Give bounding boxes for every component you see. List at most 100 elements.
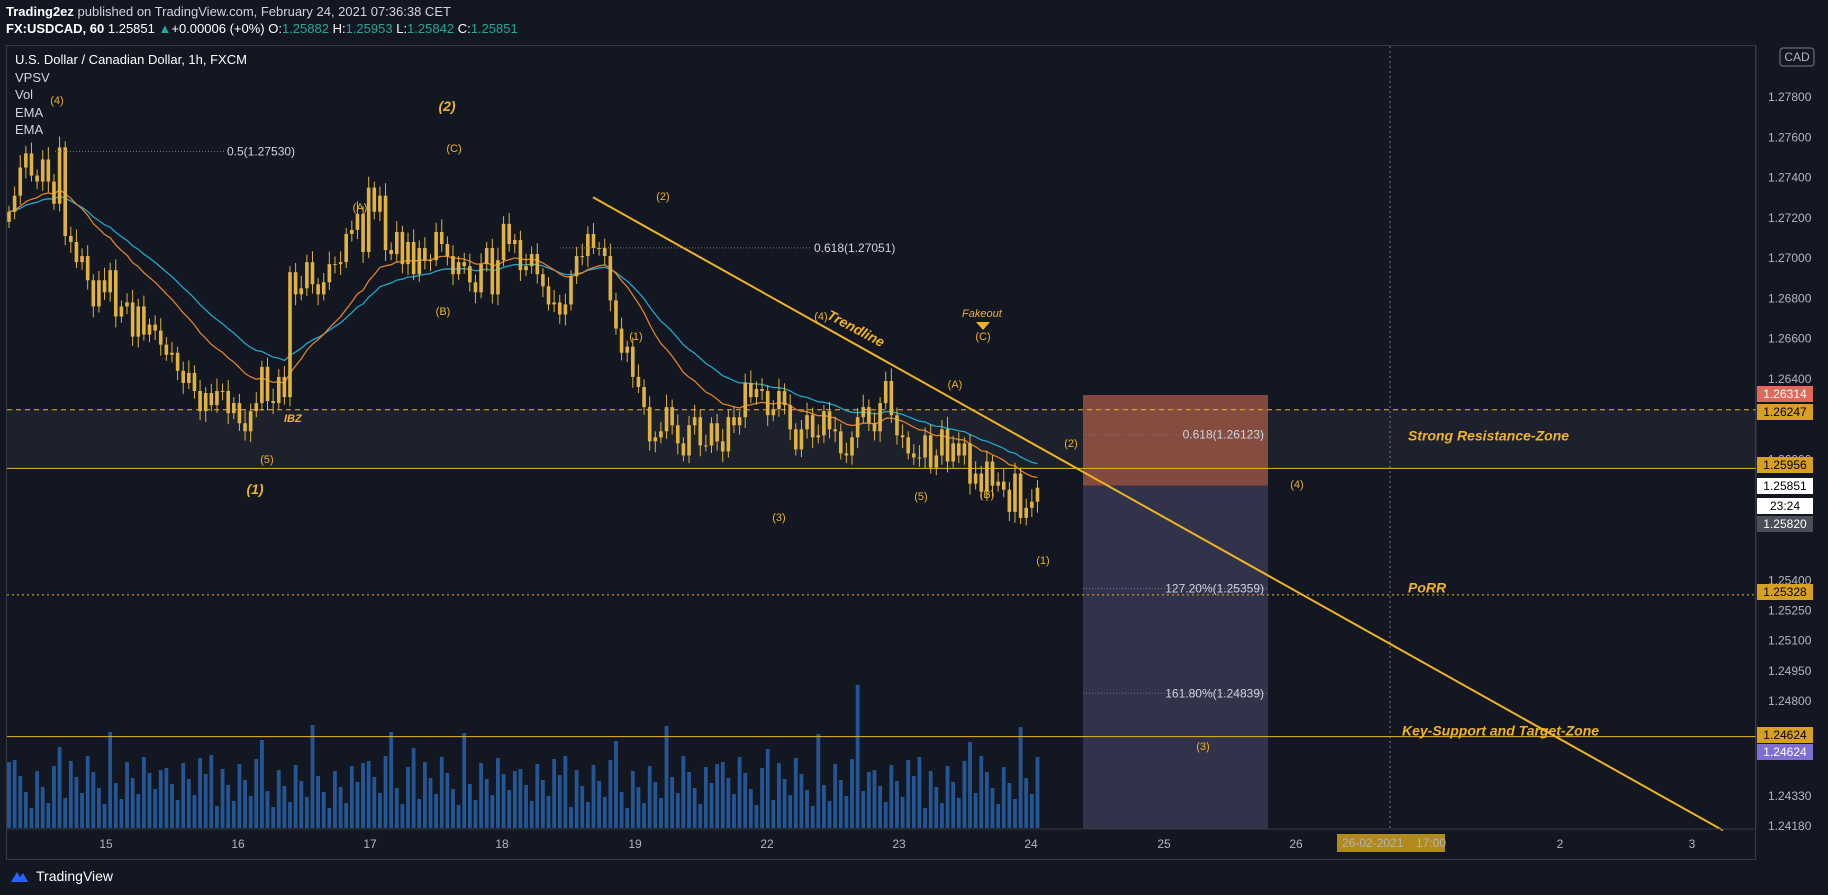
candle-body: [945, 429, 950, 462]
candle-body: [777, 391, 781, 410]
volume-bar: [7, 762, 11, 828]
candle-body: [439, 231, 444, 245]
price-tag-gold-text: 1.25328: [1763, 585, 1807, 599]
price-tag-purple-text: 1.24624: [1763, 745, 1807, 759]
wave-label: (5): [260, 454, 273, 466]
volume-bar: [439, 757, 444, 828]
y-tick: 1.25100: [1768, 634, 1812, 648]
candle-body: [355, 213, 360, 230]
volume-bar: [209, 755, 214, 828]
candle-body: [136, 306, 141, 337]
volume-bar: [883, 802, 888, 828]
price-chart[interactable]: 0.5(1.27530) 0.618(1.27051) 0.618(1.26123)…: [0, 0, 1828, 860]
y-tick: 1.27200: [1768, 211, 1812, 225]
candle-body: [816, 435, 821, 438]
volume-bar: [850, 759, 854, 828]
candle-body: [867, 407, 871, 424]
legend-indicator-vpsv[interactable]: VPSV: [15, 69, 50, 85]
candle-body: [130, 302, 135, 337]
volume-bar: [400, 804, 405, 828]
wave-label: (4): [1290, 479, 1303, 491]
volume-bar: [186, 779, 191, 828]
legend-indicator-vol[interactable]: Vol: [15, 87, 34, 102]
candle-body: [389, 250, 393, 255]
currency-label: CAD: [1784, 50, 1810, 64]
candle-body: [810, 415, 815, 438]
candle-body: [574, 256, 579, 277]
candle-body: [653, 437, 658, 442]
volume-bar: [141, 757, 146, 828]
candle-body: [698, 417, 703, 446]
candle-body: [310, 262, 315, 285]
high-value: 1.25953: [345, 21, 393, 36]
volume-bar: [720, 762, 725, 828]
volume-bar: [490, 795, 495, 828]
candle-body: [153, 324, 157, 331]
candle-body: [203, 393, 208, 412]
volume-bar: [456, 805, 461, 828]
crosshair-date: 26-02-2021: [1342, 836, 1404, 850]
candle-body: [586, 233, 590, 257]
volume-bar: [703, 767, 708, 828]
volume-bar: [979, 756, 984, 828]
price-tag-countdown: [1757, 498, 1813, 514]
volume-bar: [670, 777, 675, 828]
price-tag-purple: [1757, 744, 1813, 760]
candle-body: [743, 382, 748, 418]
candle-body: [704, 445, 708, 447]
candle-body: [423, 248, 427, 261]
ibz-label: IBZ: [284, 413, 303, 425]
volume-bar: [614, 741, 618, 828]
candle-body: [940, 429, 944, 456]
candle-body: [170, 352, 174, 355]
candle-body: [619, 328, 624, 353]
currency-badge: [1779, 47, 1815, 67]
candle-body: [445, 244, 450, 257]
wave-label: (2): [656, 191, 669, 203]
candle-body: [85, 256, 90, 281]
x-tick: 23: [892, 837, 906, 851]
candle-body: [394, 231, 399, 255]
volume-bar: [906, 760, 911, 828]
volume-bar: [1013, 799, 1017, 828]
publisher-name[interactable]: Trading2ez: [6, 4, 74, 19]
price-tag-gold-text: 1.24624: [1763, 728, 1807, 742]
volume-bar: [260, 740, 264, 828]
volume-bar: [35, 771, 39, 828]
volume-bar: [844, 796, 849, 828]
symbol-label[interactable]: FX:USDCAD, 60: [6, 21, 105, 36]
candle-body: [552, 302, 556, 305]
y-tick: 1.26800: [1768, 291, 1812, 305]
volume-bar: [541, 780, 545, 828]
legend-indicator-ema-2[interactable]: EMA: [15, 122, 44, 137]
candle-body: [305, 262, 309, 289]
legend-indicator-ema-1[interactable]: EMA: [15, 104, 44, 120]
tradingview-logo[interactable]: TradingView: [8, 868, 113, 884]
candle-body: [108, 270, 112, 293]
brand-label: TradingView: [36, 868, 114, 884]
candle-body: [951, 443, 955, 462]
candle-body: [29, 153, 34, 176]
candle-body: [883, 380, 888, 404]
volume-bar: [231, 801, 236, 828]
volume-bar: [170, 784, 174, 828]
volume-bar: [501, 774, 506, 828]
fakeout-label: Fakeout: [962, 308, 1003, 320]
candle-body: [861, 407, 866, 418]
volume-bar: [1024, 778, 1029, 828]
volume-bar: [951, 782, 956, 828]
candle-body: [119, 306, 124, 317]
key-support-zone-label: Key-Support and Target-Zone: [1402, 722, 1599, 738]
open-label: O:: [268, 21, 282, 36]
candle-body: [535, 254, 540, 275]
volume-bar: [647, 766, 652, 828]
price-tag-gold-text: 1.25956: [1763, 458, 1807, 472]
candle-body: [344, 233, 348, 263]
candle-body: [316, 284, 320, 295]
candle-body: [602, 248, 607, 257]
volume-bar: [973, 793, 978, 828]
fib-label-161: 161.80%(1.24839): [1165, 686, 1264, 700]
candle-body: [158, 330, 163, 345]
strong-resistance-zone-label: Strong Resistance-Zone: [1408, 427, 1569, 443]
candle-body: [956, 443, 961, 456]
